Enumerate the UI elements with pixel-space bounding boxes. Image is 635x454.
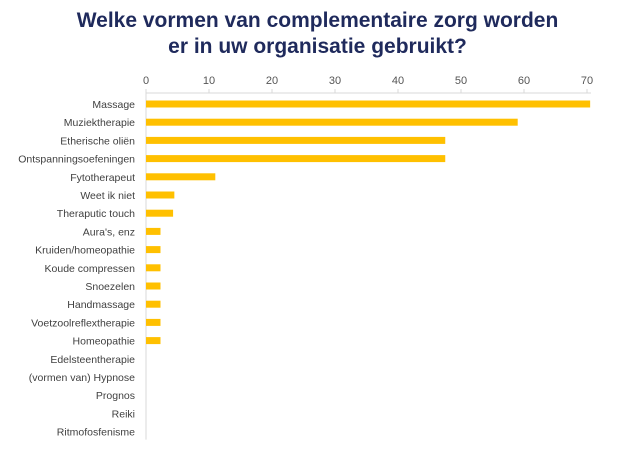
category-label: Theraputic touch <box>57 208 135 220</box>
x-tick-label: 30 <box>329 75 341 87</box>
category-label: Muziektherapie <box>64 117 135 129</box>
bar <box>146 282 161 290</box>
bar <box>146 209 174 217</box>
category-label: Aura's, enz <box>83 226 135 238</box>
bar <box>146 136 446 144</box>
chart-title-line-1: Welke vormen van complementaire zorg wor… <box>76 9 559 32</box>
category-label: Homeopathie <box>73 336 136 348</box>
category-label: Etherische oliën <box>60 135 135 147</box>
x-tick-label: 10 <box>203 75 215 87</box>
bar <box>146 318 161 326</box>
category-label: (vormen van) Hypnose <box>29 372 135 384</box>
category-labels: Massage Muziektherapie Etherische oliën Ont… <box>18 99 135 439</box>
chart-title-line-2: er in uw organisatie gebruikt? <box>168 35 467 58</box>
category-label: Reiki <box>112 408 135 420</box>
category-label: Kruiden/homeopathie <box>35 245 135 257</box>
category-label: Massage <box>92 99 135 111</box>
bar <box>146 227 161 235</box>
bar <box>146 264 161 272</box>
x-tick-label: 60 <box>518 75 530 87</box>
bar <box>146 118 518 126</box>
x-tick-label: 0 <box>143 75 149 87</box>
category-label: Handmassage <box>67 299 135 311</box>
category-label: Weet ik niet <box>80 190 135 202</box>
category-label: Ritmofosfenisme <box>57 427 135 439</box>
x-axis: 0 10 20 30 40 50 60 70 <box>143 75 593 440</box>
x-tick-label: 70 <box>581 75 593 87</box>
x-tick-label: 50 <box>455 75 467 87</box>
category-label: Prognos <box>96 390 135 402</box>
category-label: Koude compressen <box>45 263 136 275</box>
category-label: Fytotherapeut <box>70 172 135 184</box>
category-label: Voetzoolreflextherapie <box>31 317 135 329</box>
category-label: Edelsteentherapie <box>50 354 135 366</box>
bar <box>146 155 446 163</box>
bar <box>146 100 591 108</box>
x-tick-label: 40 <box>392 75 404 87</box>
category-label: Ontspanningsoefeningen <box>18 154 135 166</box>
bar-series <box>146 100 591 345</box>
chart-title: Welke vormen van complementaire zorg wor… <box>0 8 635 60</box>
x-tick-label: 20 <box>266 75 278 87</box>
bar <box>146 300 161 308</box>
bar <box>146 337 161 345</box>
bar <box>146 246 161 254</box>
category-label: Snoezelen <box>85 281 135 293</box>
bar <box>146 173 216 181</box>
bar <box>146 191 175 199</box>
